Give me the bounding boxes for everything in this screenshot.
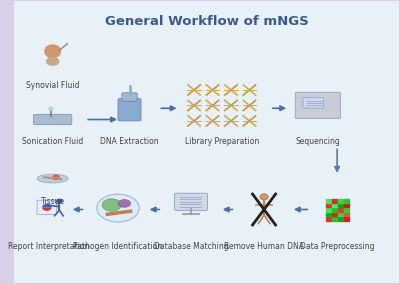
Bar <box>344 199 350 203</box>
FancyBboxPatch shape <box>33 114 72 125</box>
Bar <box>344 208 350 212</box>
Bar <box>332 208 337 212</box>
Bar <box>332 203 337 207</box>
Bar <box>338 203 343 207</box>
Ellipse shape <box>45 45 60 58</box>
Circle shape <box>53 175 59 179</box>
Bar <box>326 199 331 203</box>
Ellipse shape <box>97 194 139 222</box>
Bar <box>332 212 337 216</box>
Bar <box>338 212 343 216</box>
Text: Sonication Fluid: Sonication Fluid <box>22 137 83 147</box>
Text: Database Matching: Database Matching <box>154 242 228 250</box>
Ellipse shape <box>102 199 121 211</box>
Text: Library Preparation: Library Preparation <box>185 137 259 147</box>
Bar <box>338 208 343 212</box>
Text: Synovial Fluid: Synovial Fluid <box>26 81 79 90</box>
Bar <box>338 217 343 221</box>
Bar <box>344 217 350 221</box>
Text: Sequencing: Sequencing <box>296 137 340 147</box>
Bar <box>326 217 331 221</box>
Bar <box>332 217 337 221</box>
Bar <box>332 199 337 203</box>
Circle shape <box>56 199 63 204</box>
Bar <box>326 208 331 212</box>
Text: Report Interpretation: Report Interpretation <box>8 242 90 250</box>
Text: Tissue: Tissue <box>40 197 65 206</box>
Ellipse shape <box>37 174 68 183</box>
Ellipse shape <box>118 200 131 207</box>
FancyBboxPatch shape <box>295 92 340 119</box>
Text: General Workflow of mNGS: General Workflow of mNGS <box>104 14 308 28</box>
Bar <box>326 212 331 216</box>
Wedge shape <box>42 207 52 211</box>
Text: Pathogen Identification: Pathogen Identification <box>74 242 162 250</box>
FancyBboxPatch shape <box>118 99 141 121</box>
Text: Remove Human DNA: Remove Human DNA <box>224 242 304 250</box>
Ellipse shape <box>46 58 59 65</box>
Bar <box>326 203 331 207</box>
Text: Data Preprocessing: Data Preprocessing <box>300 242 374 250</box>
Circle shape <box>260 194 268 200</box>
Bar <box>344 212 350 216</box>
FancyBboxPatch shape <box>174 193 208 210</box>
FancyBboxPatch shape <box>10 0 400 284</box>
Text: DNA Extraction: DNA Extraction <box>100 137 159 147</box>
FancyBboxPatch shape <box>303 98 324 108</box>
Bar <box>338 199 343 203</box>
Bar <box>344 203 350 207</box>
Circle shape <box>49 107 53 110</box>
Wedge shape <box>42 204 52 207</box>
FancyBboxPatch shape <box>122 93 137 101</box>
FancyBboxPatch shape <box>37 200 57 214</box>
